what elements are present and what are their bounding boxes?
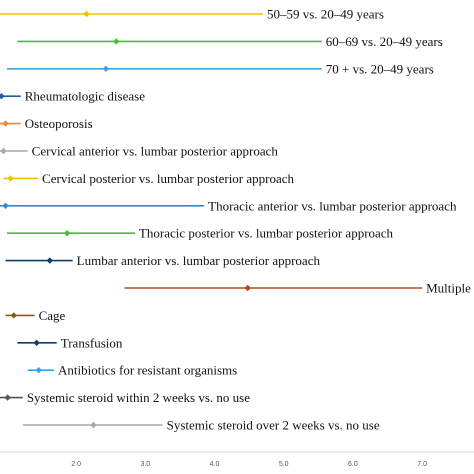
forest-row: 60–69 vs. 20–49 years (17, 34, 443, 49)
forest-row: Osteoporosis (0, 116, 93, 131)
point-estimate-marker (0, 93, 5, 100)
row-label: Thoracic anterior vs. lumbar posterior a… (208, 198, 457, 213)
forest-row: 70 + vs. 20–49 years (6, 61, 434, 76)
x-tick-label: 2.0 (71, 461, 81, 468)
row-label: Transfusion (61, 335, 123, 350)
point-estimate-marker (83, 10, 90, 18)
x-tick-label: 6.0 (348, 461, 358, 468)
row-label: Lumbar anterior vs. lumbar posterior app… (77, 253, 321, 268)
x-axis-ticks: 2.0 3.0 4.0 5.0 6.0 7.0 (71, 461, 427, 468)
row-label: Osteoporosis (25, 116, 93, 131)
point-estimate-marker (113, 38, 120, 45)
row-label: Antibiotics for resistant organisms (58, 363, 237, 378)
row-label: Systemic steroid within 2 weeks vs. no u… (27, 390, 250, 405)
forest-row: Thoracic posterior vs. lumbar posterior … (6, 226, 394, 241)
row-label: Rheumatologic disease (25, 89, 145, 104)
x-tick-label: 5.0 (279, 461, 289, 468)
point-estimate-marker (46, 257, 54, 264)
forest-row: Systemic steroid within 2 weeks vs. no u… (0, 390, 250, 405)
x-tick-label: 7.0 (417, 461, 427, 468)
row-label: Thoracic posterior vs. lumbar posterior … (139, 226, 394, 241)
forest-row: Transfusion (17, 335, 123, 350)
forest-row: Rheumatologic disease (0, 89, 145, 104)
forest-row: Antibiotics for resistant organisms (27, 363, 237, 378)
forest-row: Multiple vs. lumbar posterior approach (124, 281, 474, 296)
point-estimate-marker (10, 312, 18, 319)
forest-row: Cervical posterior vs. lumbar posterior … (3, 171, 295, 186)
row-label: Systemic steroid over 2 weeks vs. no use (167, 418, 380, 433)
row-label: 70 + vs. 20–49 years (326, 61, 434, 76)
point-estimate-marker (33, 339, 40, 346)
point-estimate-marker (2, 120, 9, 127)
forest-rows: 50–59 vs. 20–49 years 60–69 vs. 20–49 yea… (0, 7, 474, 433)
forest-row: Systemic steroid over 2 weeks vs. no use (22, 418, 380, 433)
point-estimate-marker (35, 367, 42, 374)
point-estimate-marker (4, 394, 11, 401)
row-label: 60–69 vs. 20–49 years (326, 34, 443, 49)
row-label: Multiple vs. lumbar posterior approach (426, 281, 474, 296)
forest-row: Cage (5, 308, 66, 323)
forest-row: Cervical anterior vs. lumbar posterior a… (0, 144, 278, 159)
row-label: 50–59 vs. 20–49 years (267, 7, 384, 22)
point-estimate-marker (244, 284, 251, 292)
x-tick-label: 3.0 (140, 461, 150, 468)
point-estimate-marker (7, 175, 14, 182)
forest-row: Thoracic anterior vs. lumbar posterior a… (0, 198, 457, 213)
point-estimate-marker (2, 202, 9, 209)
point-estimate-marker (102, 65, 110, 72)
row-label: Cervical anterior vs. lumbar posterior a… (32, 144, 279, 159)
forest-row: Lumbar anterior vs. lumbar posterior app… (5, 253, 321, 268)
row-label: Cervical posterior vs. lumbar posterior … (42, 171, 294, 186)
row-label: Cage (39, 308, 66, 323)
point-estimate-marker (90, 421, 97, 429)
forest-row: 50–59 vs. 20–49 years (0, 7, 384, 22)
point-estimate-marker (63, 230, 71, 237)
x-tick-label: 4.0 (210, 461, 220, 468)
point-estimate-marker (0, 147, 7, 155)
